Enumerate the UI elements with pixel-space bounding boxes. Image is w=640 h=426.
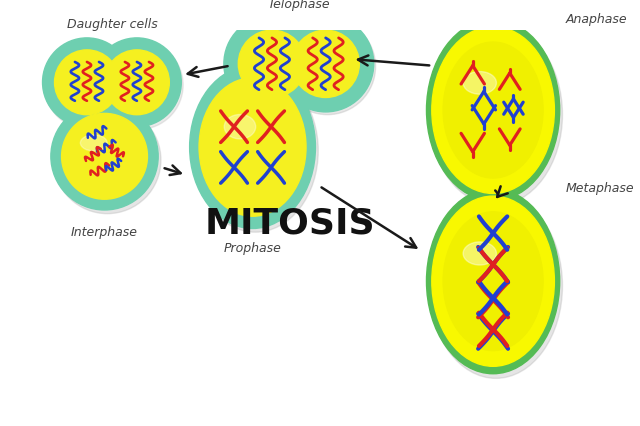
Ellipse shape bbox=[463, 72, 497, 95]
Ellipse shape bbox=[238, 31, 306, 98]
Ellipse shape bbox=[429, 194, 563, 378]
Ellipse shape bbox=[54, 107, 161, 214]
Ellipse shape bbox=[226, 20, 322, 115]
Ellipse shape bbox=[280, 20, 376, 115]
Ellipse shape bbox=[189, 66, 316, 229]
Text: Daughter cells: Daughter cells bbox=[67, 18, 157, 32]
Ellipse shape bbox=[463, 242, 497, 265]
Text: Prophase: Prophase bbox=[223, 242, 282, 255]
Text: Metaphase: Metaphase bbox=[565, 182, 634, 195]
Ellipse shape bbox=[94, 42, 183, 130]
Ellipse shape bbox=[443, 43, 543, 178]
Ellipse shape bbox=[81, 135, 108, 152]
Ellipse shape bbox=[61, 114, 147, 200]
Text: MITOSIS: MITOSIS bbox=[204, 207, 375, 240]
Ellipse shape bbox=[54, 51, 119, 115]
Ellipse shape bbox=[93, 39, 181, 127]
Ellipse shape bbox=[426, 189, 560, 374]
Ellipse shape bbox=[199, 79, 306, 217]
Ellipse shape bbox=[292, 31, 359, 98]
Ellipse shape bbox=[51, 104, 158, 210]
Ellipse shape bbox=[42, 39, 131, 127]
Ellipse shape bbox=[104, 51, 170, 115]
Ellipse shape bbox=[44, 42, 133, 130]
Ellipse shape bbox=[432, 28, 554, 194]
Text: Telophase: Telophase bbox=[268, 0, 330, 11]
Ellipse shape bbox=[426, 20, 560, 201]
Ellipse shape bbox=[193, 70, 318, 233]
Ellipse shape bbox=[443, 212, 543, 351]
Ellipse shape bbox=[429, 25, 563, 206]
Ellipse shape bbox=[224, 115, 256, 140]
Ellipse shape bbox=[224, 17, 320, 112]
Ellipse shape bbox=[278, 17, 374, 112]
Ellipse shape bbox=[432, 197, 554, 366]
Text: Anaphase: Anaphase bbox=[565, 13, 627, 26]
Polygon shape bbox=[278, 38, 319, 91]
Text: Interphase: Interphase bbox=[71, 225, 138, 238]
